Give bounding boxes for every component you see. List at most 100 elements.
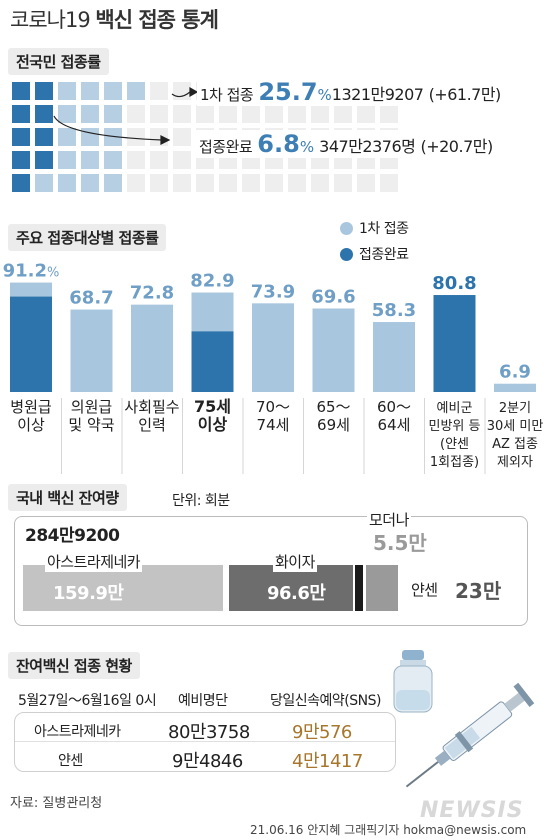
bar-value-label: 58.3 [372, 300, 416, 321]
grid-square [127, 105, 145, 123]
bar-first-dose [373, 322, 415, 392]
arrowhead-full [160, 135, 171, 145]
arrowhead-first [189, 86, 199, 98]
grid-square [12, 82, 30, 100]
category-label: 74세 [257, 416, 290, 434]
stock-total: 284만9200 [25, 526, 120, 546]
bar-value-label: 73.9 [251, 281, 295, 302]
category-label: 이상 [17, 416, 45, 434]
grid-square [81, 128, 99, 146]
section-leftover-header: 잔여백신 접종 현황 [8, 652, 140, 679]
grid-square [380, 105, 398, 123]
stock-panel: 284만9200 아스트라제네카 159.9만 화이자 96.6만 모더나 5.5만 얀센 2… [14, 509, 528, 626]
grid-square [35, 128, 53, 146]
bar-value-label: 91.2% [3, 262, 60, 282]
grid-square [104, 128, 122, 146]
grid-square [173, 151, 191, 169]
category-label: 69세 [317, 416, 350, 434]
legend-first-label: 1차 접종 [359, 221, 409, 237]
legend-full-swatch [340, 247, 353, 261]
category-label: 의원급 [71, 398, 113, 416]
grid-square [104, 105, 122, 123]
grid-square [150, 151, 168, 169]
grid-square [380, 174, 398, 192]
grid-square [35, 105, 53, 123]
category-label: 64세 [378, 416, 411, 434]
grid-square [357, 174, 375, 192]
grid-square [311, 105, 329, 123]
bar-value-label: 68.7 [69, 288, 113, 309]
first-dose-label: 1차 접종 [200, 86, 254, 104]
grid-square [242, 105, 260, 123]
arrow-first [171, 91, 191, 98]
grid-square [58, 174, 76, 192]
full-dose-stat: 접종완료 6.8% 347만2376명 (+20.7만) [196, 130, 496, 158]
credit: 21.06.16 안지혜 그래픽기자 hokma@newsis.com [250, 823, 527, 837]
title-bold: 백신 접종 통계 [95, 8, 219, 32]
leftover-period: 5월27일～6월16일 0시 [18, 693, 157, 709]
section-stock-header: 국내 백신 잔여량 [8, 484, 127, 511]
category-label: 1회접종) [430, 455, 479, 470]
grid-square [81, 105, 99, 123]
category-label: 예비군 [437, 401, 473, 416]
grid-square [265, 105, 283, 123]
bar-first-dose [494, 383, 536, 392]
stock-value-3: 23만 [455, 579, 502, 603]
bar-first-dose [312, 308, 355, 392]
grid-square [173, 82, 191, 100]
bar-first-dose [131, 304, 173, 392]
first-dose-stat: 1차 접종 25.7%1321만9207 (+61.7만) [197, 78, 504, 106]
category-label: 사회필수 [124, 398, 179, 416]
category-label: 민방위 등 [429, 419, 481, 434]
table-divider [15, 741, 395, 742]
arrow-full [53, 115, 163, 141]
stock-bar-0 [23, 565, 223, 611]
grid-square [196, 105, 214, 123]
category-label: 65～ [316, 398, 350, 416]
category-label: 2분기 [499, 401, 531, 416]
legend-full-label: 접종완료 [359, 247, 409, 263]
grid-square [334, 174, 352, 192]
grid-square [58, 151, 76, 169]
category-label: 제외자 [497, 455, 533, 470]
bar-value-label: 80.8 [432, 273, 476, 294]
grid-square [12, 105, 30, 123]
stock-name-1: 화이자 [273, 551, 317, 572]
grid-square [104, 174, 122, 192]
grid-square [150, 105, 168, 123]
grid-square [357, 105, 375, 123]
legend-first-swatch [340, 221, 353, 235]
category-label: 이상 [198, 415, 228, 434]
section-national-rate-header: 전국민 접종률 [8, 48, 109, 75]
grid-square [334, 105, 352, 123]
stock-bar-1 [229, 565, 353, 611]
row-az-sns: 9만576 [292, 722, 352, 743]
bar-full-dose [10, 296, 52, 392]
grid-square [12, 128, 30, 146]
grid-square [58, 128, 76, 146]
grid-square [219, 174, 237, 192]
grid-square [35, 174, 53, 192]
source: 자료: 질병관리청 [10, 796, 103, 811]
grid-square [35, 82, 53, 100]
row-janssen-sns: 4만1417 [292, 751, 363, 772]
full-dose-pct-unit: % [299, 138, 315, 156]
grid-square [196, 174, 214, 192]
grid-square [173, 128, 191, 146]
grid-square [173, 105, 191, 123]
newsis-logo: NEWSIS [420, 798, 524, 823]
grid-square [12, 151, 30, 169]
grid-square [311, 174, 329, 192]
grid-square [127, 128, 145, 146]
stock-unit: 단위: 회분 [172, 493, 230, 509]
bar-value-label: 82.9 [190, 271, 234, 292]
bar-full-dose [191, 331, 234, 392]
legend-first: 1차 접종 [340, 218, 409, 238]
grid-square [150, 174, 168, 192]
grid-square [12, 174, 30, 192]
grid-square [150, 128, 168, 146]
stock-name-0: 아스트라제네카 [45, 551, 143, 572]
page-title: 코로나19 백신 접종 통계 [10, 4, 219, 34]
